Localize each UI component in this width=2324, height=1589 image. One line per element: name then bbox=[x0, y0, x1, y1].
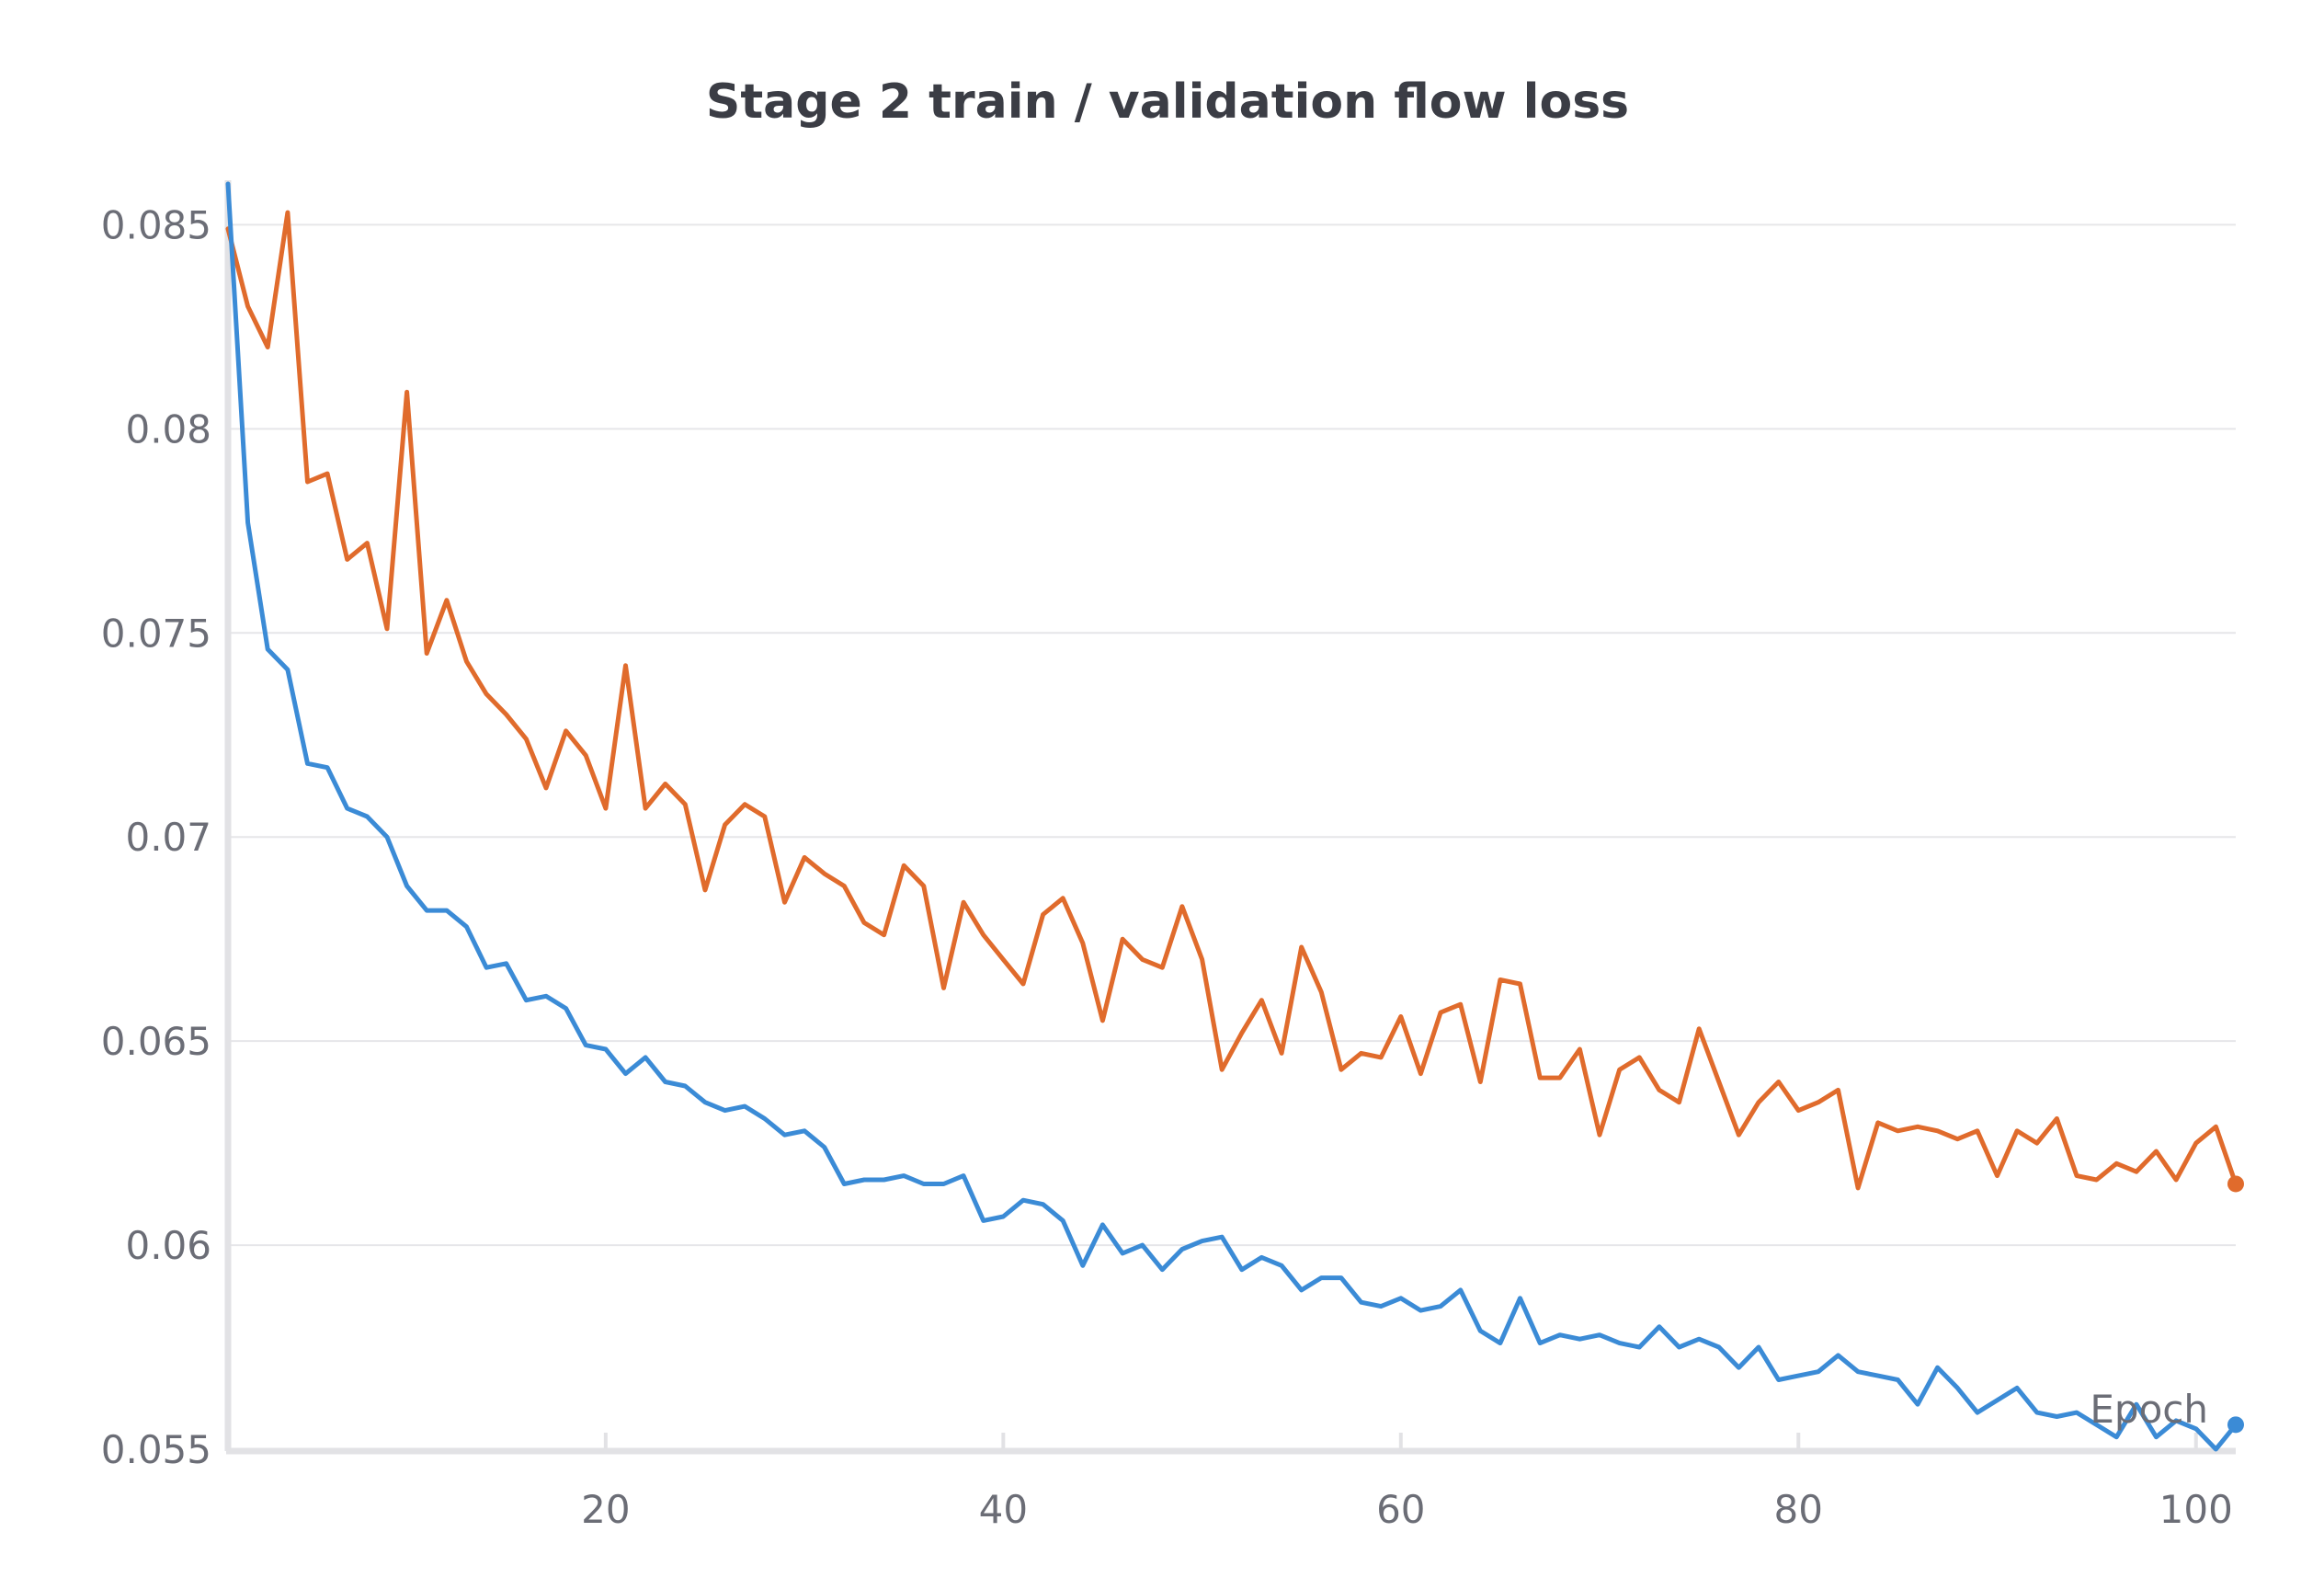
x-tick-label: 80 bbox=[1774, 1487, 1823, 1532]
y-tick-label: 0.055 bbox=[101, 1427, 211, 1472]
y-tick-label: 0.085 bbox=[101, 202, 211, 247]
y-tick-label: 0.06 bbox=[125, 1223, 211, 1268]
series-line-train bbox=[225, 181, 2239, 1452]
x-axis-title: Epoch bbox=[2090, 1387, 2208, 1432]
x-tick-label: 40 bbox=[979, 1487, 1028, 1532]
x-tick-label: 20 bbox=[581, 1487, 630, 1532]
y-tick-label: 0.07 bbox=[125, 815, 211, 860]
x-tick-label: 100 bbox=[2159, 1487, 2233, 1532]
series-end-point-train bbox=[2227, 1416, 2244, 1434]
series-end-point-validation bbox=[2227, 1175, 2244, 1193]
y-tick-label: 0.08 bbox=[125, 406, 211, 452]
x-tick-label: 60 bbox=[1376, 1487, 1425, 1532]
chart-title: Stage 2 train / validation flow loss bbox=[706, 74, 1629, 130]
axes bbox=[224, 180, 2236, 1455]
series-lines bbox=[225, 181, 2244, 1452]
y-tick-label: 0.065 bbox=[101, 1019, 211, 1064]
series-line-validation bbox=[225, 210, 2239, 1191]
tick-labels: 0.055 0.06 0.065 0.07 0.075 0.08 0.085 20 40 60 80… bbox=[101, 202, 2233, 1532]
gridlines bbox=[228, 223, 2236, 1450]
y-tick-label: 0.075 bbox=[101, 611, 211, 656]
